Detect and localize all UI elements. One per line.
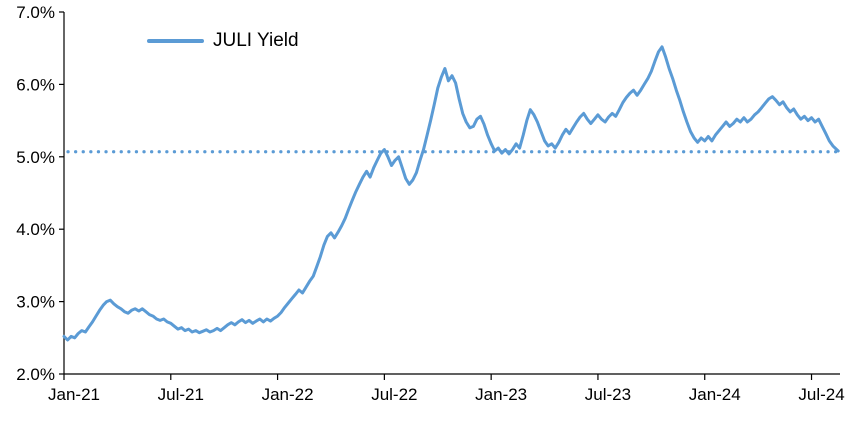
x-tick-label: Jul-22 xyxy=(371,385,417,404)
x-tick-label: Jan-21 xyxy=(48,385,100,404)
y-tick-label: 7.0% xyxy=(16,3,55,22)
x-tick-label: Jan-22 xyxy=(262,385,314,404)
x-tick-label: Jul-24 xyxy=(798,385,844,404)
y-tick-label: 6.0% xyxy=(16,75,55,94)
legend-line-swatch xyxy=(147,38,204,43)
x-tick-label: Jul-23 xyxy=(585,385,631,404)
y-tick-label: 4.0% xyxy=(16,220,55,239)
y-tick-label: 2.0% xyxy=(16,365,55,384)
legend: JULI Yield xyxy=(147,31,299,50)
juli-yield-line xyxy=(62,45,840,342)
x-tick-label: Jan-23 xyxy=(475,385,527,404)
y-tick-label: 3.0% xyxy=(16,293,55,312)
legend-label: JULI Yield xyxy=(213,30,299,51)
y-tick-label: 5.0% xyxy=(16,148,55,167)
x-tick-label: Jul-21 xyxy=(158,385,204,404)
x-tick-label: Jan-24 xyxy=(689,385,741,404)
